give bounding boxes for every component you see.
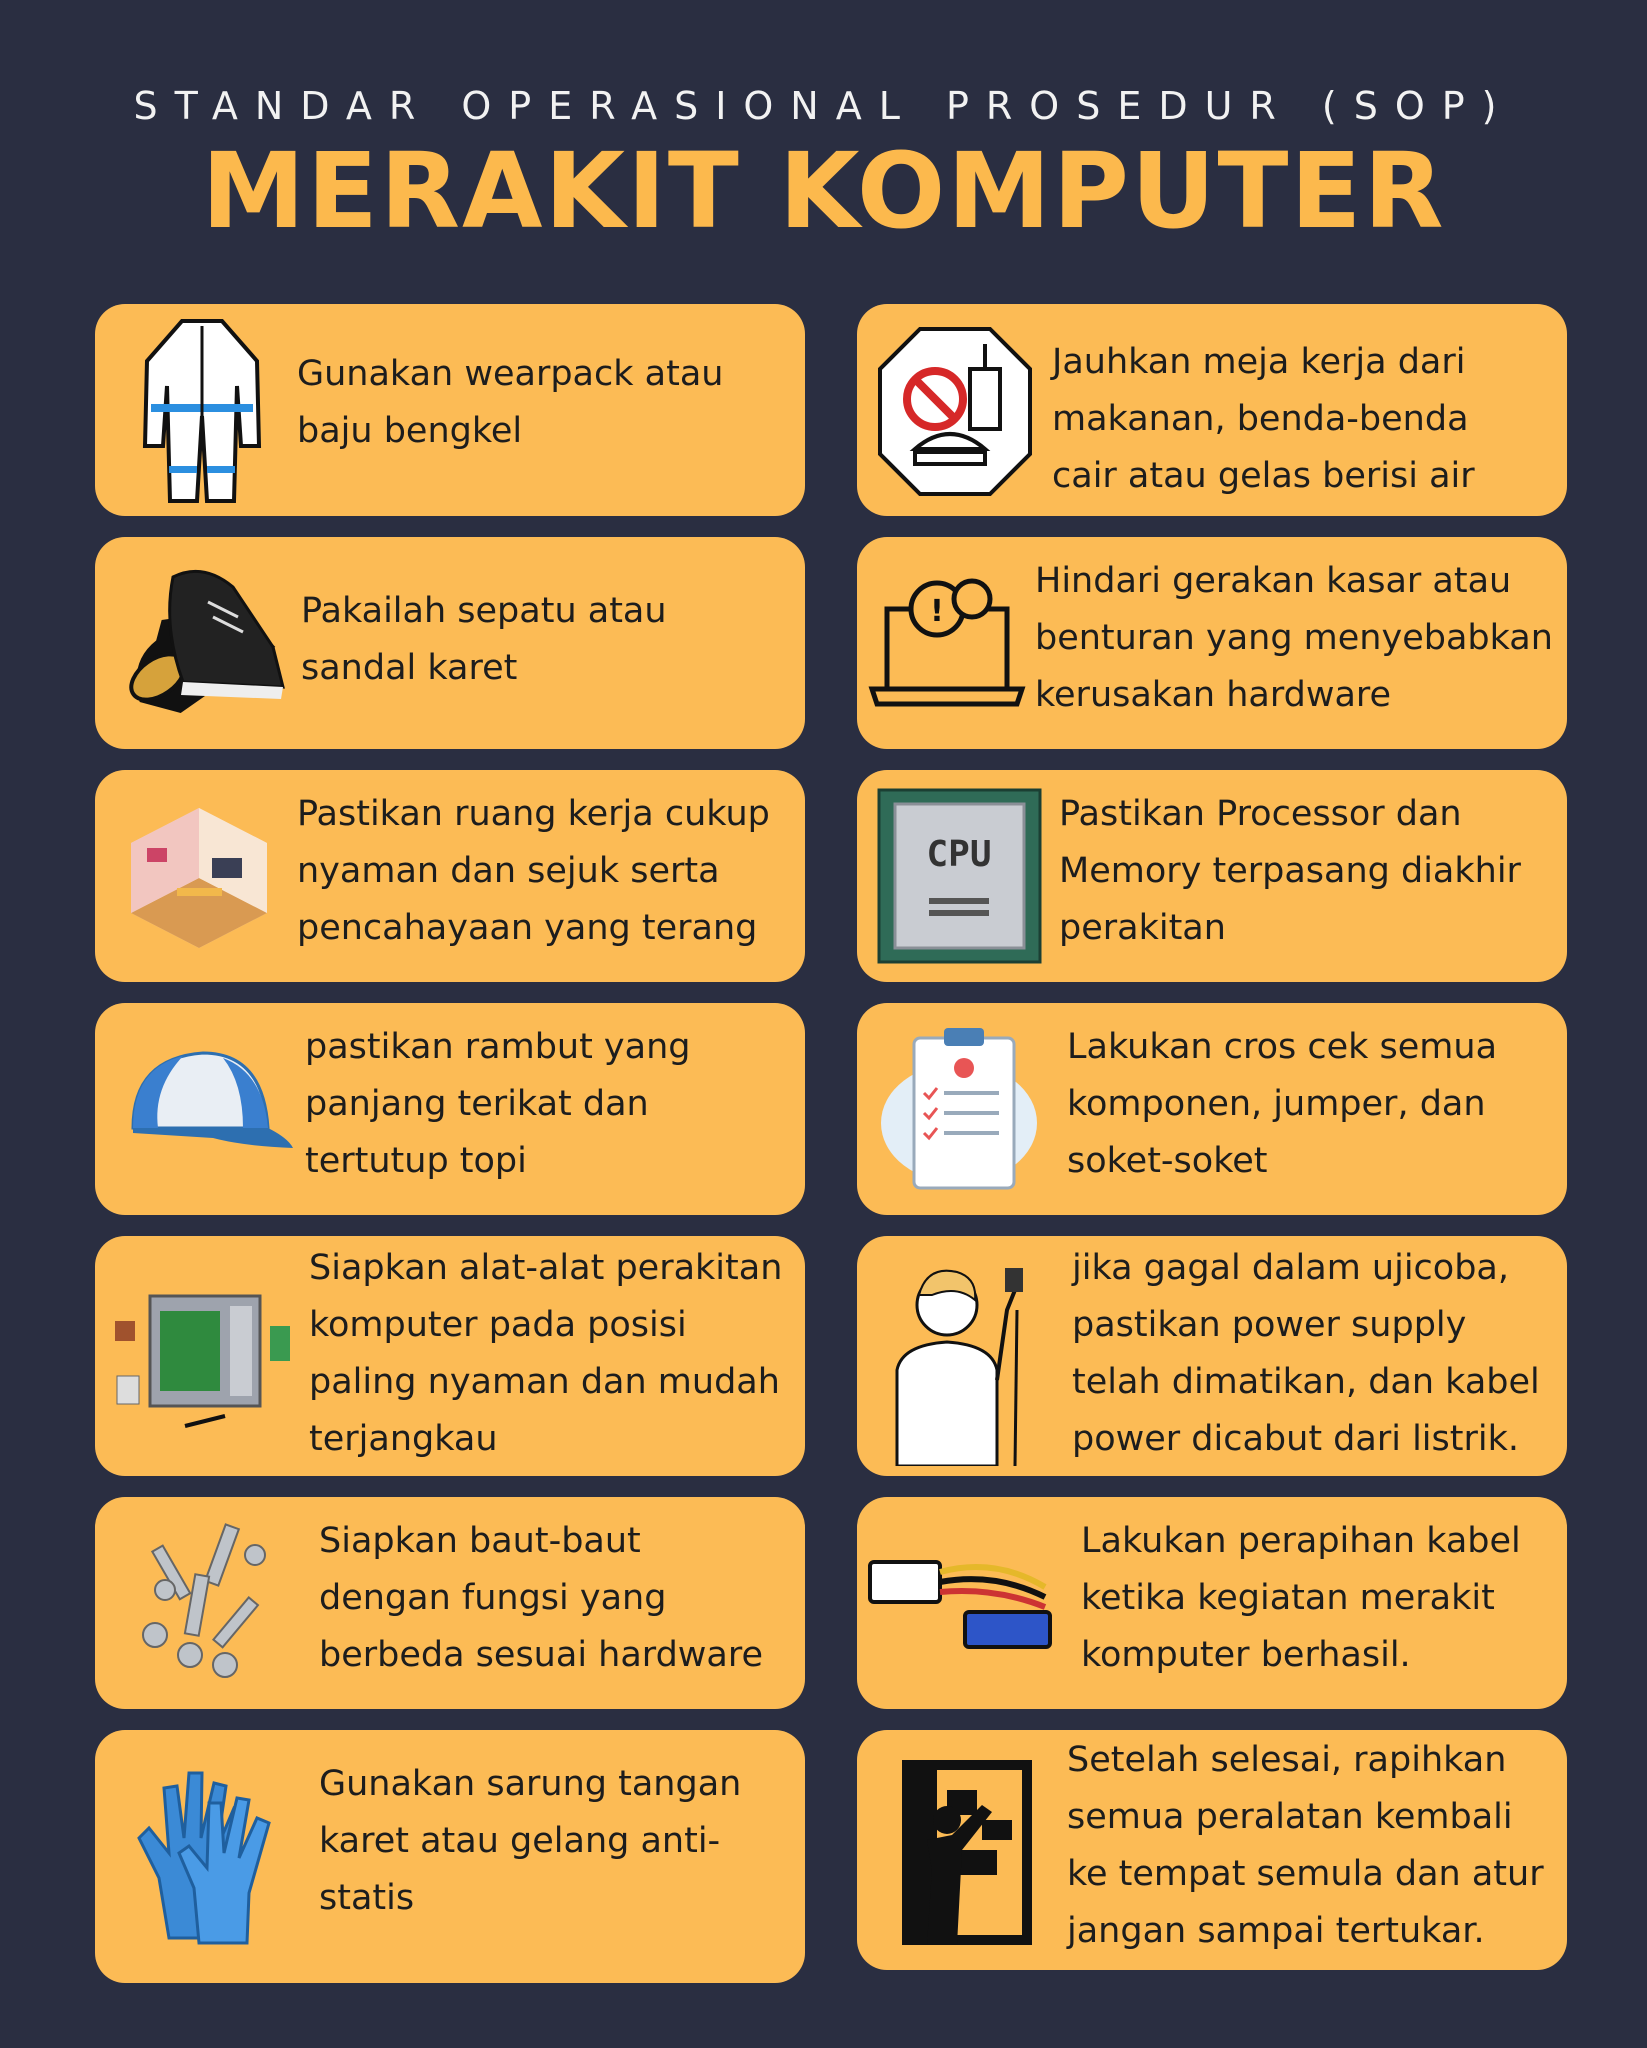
wearpack-icon [142,319,262,503]
sop-card-room: Pastikan ruang kerja cukup nyaman dan se… [95,770,805,982]
card-text: Pastikan Processor dan Memory terpasang … [1059,794,1521,948]
cable-icon [868,1560,1052,1649]
cabinet-icon [902,1760,1032,1945]
sop-card-power: jika gagal dalam ujicoba, pastikan power… [857,1236,1567,1476]
card-text: Gunakan sarung tangan karet atau gelang … [319,1764,742,1918]
card-text: Pastikan ruang kerja cukup nyaman dan se… [297,794,770,948]
card-text: jika gagal dalam ujicoba, pastikan power… [1072,1248,1540,1459]
card-text: pastikan rambut yang panjang terikat dan… [305,1027,691,1181]
sop-card-cpu: CPU Pastikan Processor dan Memory terpas… [857,770,1567,982]
laptop-gear-icon: ! [868,578,1026,707]
sop-card-cap: pastikan rambut yang panjang terikat dan… [95,1003,805,1215]
bolts-icon [142,1523,266,1678]
card-text: Jauhkan meja kerja dari makanan, benda-b… [1052,342,1475,496]
sop-card-check: Lakukan cros cek semua komponen, jumper,… [857,1003,1567,1215]
card-text: Lakukan perapihan kabel ketika kegiatan … [1081,1521,1521,1675]
sop-card-wearpack: Gunakan wearpack atau baju bengkel [95,304,805,516]
cpu-icon: CPU [877,788,1042,964]
card-text: Siapkan baut-baut dengan fungsi yang ber… [319,1521,764,1675]
gloves-icon [137,1771,271,1945]
sop-card-shoes: Pakailah sepatu atau sandal karet [95,537,805,749]
cap-icon [131,1051,293,1148]
sop-card-tools: Siapkan alat-alat perakitan komputer pad… [95,1236,805,1476]
page-subtitle: STANDAR OPERASIONAL PROSEDUR (SOP) [133,84,1514,128]
card-text: Setelah selesai, rapihkan semua peralata… [1067,1740,1544,1951]
svg-text:!: ! [930,594,944,629]
shoe-icon [129,569,285,713]
sop-card-cable: Lakukan perapihan kabel ketika kegiatan … [857,1497,1567,1709]
no-food-icon [878,327,1032,496]
page-title: MERAKIT KOMPUTER [201,130,1446,252]
sop-card-tidy: Setelah selesai, rapihkan semua peralata… [857,1730,1567,1970]
card-text: Gunakan wearpack atau baju bengkel [297,354,724,451]
sop-card-no-food: Jauhkan meja kerja dari makanan, benda-b… [857,304,1567,516]
computer-case-icon [115,1294,290,1428]
card-text: Siapkan alat-alat perakitan komputer pad… [309,1248,783,1459]
sop-card-careful: ! Hindari gerakan kasar atau benturan ya… [857,537,1567,749]
cpu-label: CPU [926,834,991,875]
card-text: Lakukan cros cek semua komponen, jumper,… [1067,1027,1498,1181]
card-text: Pakailah sepatu atau sandal karet [301,591,667,688]
checklist-icon [881,1028,1037,1190]
person-plug-icon [895,1268,1023,1466]
card-text: Hindari gerakan kasar atau benturan yang… [1035,561,1553,715]
sop-card-bolts: Siapkan baut-baut dengan fungsi yang ber… [95,1497,805,1709]
sop-card-gloves: Gunakan sarung tangan karet atau gelang … [95,1730,805,1983]
room-icon [131,808,267,948]
